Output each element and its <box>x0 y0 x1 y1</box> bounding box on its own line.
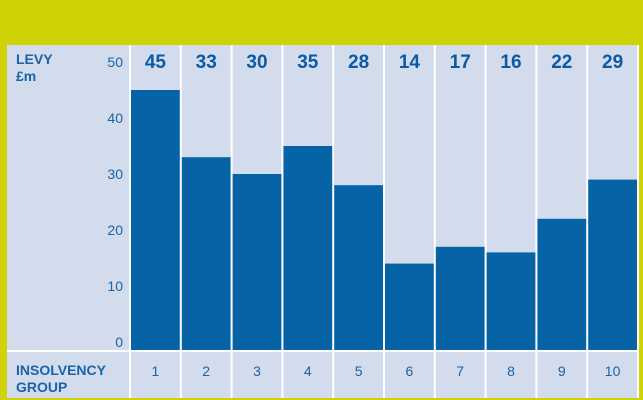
bar <box>384 263 435 350</box>
bar <box>587 179 638 350</box>
data-labels: 45 33 30 35 28 14 17 16 22 29 <box>145 52 623 73</box>
x-tick-label: 9 <box>558 363 566 379</box>
column-divider <box>281 45 284 398</box>
y-tick-label: 0 <box>115 334 123 350</box>
data-label: 29 <box>602 52 623 73</box>
column-divider <box>433 45 436 398</box>
x-tick-label: 10 <box>605 363 621 379</box>
x-tick-label: 8 <box>507 363 515 379</box>
x-tick-labels: 1 2 3 4 5 6 7 8 9 10 <box>152 363 621 379</box>
y-axis-label-line2: £m <box>16 68 36 84</box>
column-divider <box>586 45 589 398</box>
x-tick-label: 5 <box>355 363 363 379</box>
x-axis-label-line2: GROUP <box>16 379 67 395</box>
x-axis-label-line1: INSOLVENCY <box>16 362 107 378</box>
x-tick-label: 3 <box>253 363 261 379</box>
y-tick-label: 50 <box>107 54 123 70</box>
data-label: 33 <box>196 52 217 73</box>
data-label: 14 <box>399 52 421 73</box>
x-axis-panel <box>7 352 638 398</box>
bar <box>333 185 384 350</box>
y-tick-label: 30 <box>107 166 123 182</box>
data-label: 22 <box>551 52 572 73</box>
data-label: 35 <box>297 52 319 73</box>
y-axis-label-line1: LEVY <box>16 51 53 67</box>
column-divider <box>179 45 182 398</box>
data-label: 30 <box>246 52 267 73</box>
bars <box>130 90 638 350</box>
x-tick-label: 6 <box>406 363 414 379</box>
data-label: 28 <box>348 52 369 73</box>
data-label: 17 <box>450 52 471 73</box>
bar <box>180 157 232 350</box>
axis-divider <box>7 350 638 352</box>
data-label: 45 <box>145 52 167 73</box>
column-divider <box>332 45 335 398</box>
x-tick-label: 1 <box>152 363 160 379</box>
column-divider <box>535 45 538 398</box>
y-tick-label: 10 <box>107 278 123 294</box>
bar <box>434 246 486 350</box>
column-divider <box>637 45 639 398</box>
y-tick-label: 20 <box>107 222 123 238</box>
column-divider <box>484 45 487 398</box>
column-dividers <box>7 45 639 398</box>
bar <box>536 218 588 350</box>
x-tick-label: 4 <box>304 363 312 379</box>
column-divider <box>230 45 233 398</box>
bar <box>130 90 181 350</box>
bar <box>485 252 537 350</box>
bar <box>231 174 283 350</box>
x-tick-label: 2 <box>202 363 210 379</box>
y-tick-labels: 50 40 30 20 10 0 <box>107 54 123 350</box>
y-tick-label: 40 <box>107 110 123 126</box>
x-tick-label: 7 <box>456 363 464 379</box>
column-divider <box>129 45 131 398</box>
data-label: 16 <box>500 52 521 73</box>
bar <box>282 146 334 350</box>
column-divider <box>383 45 385 398</box>
